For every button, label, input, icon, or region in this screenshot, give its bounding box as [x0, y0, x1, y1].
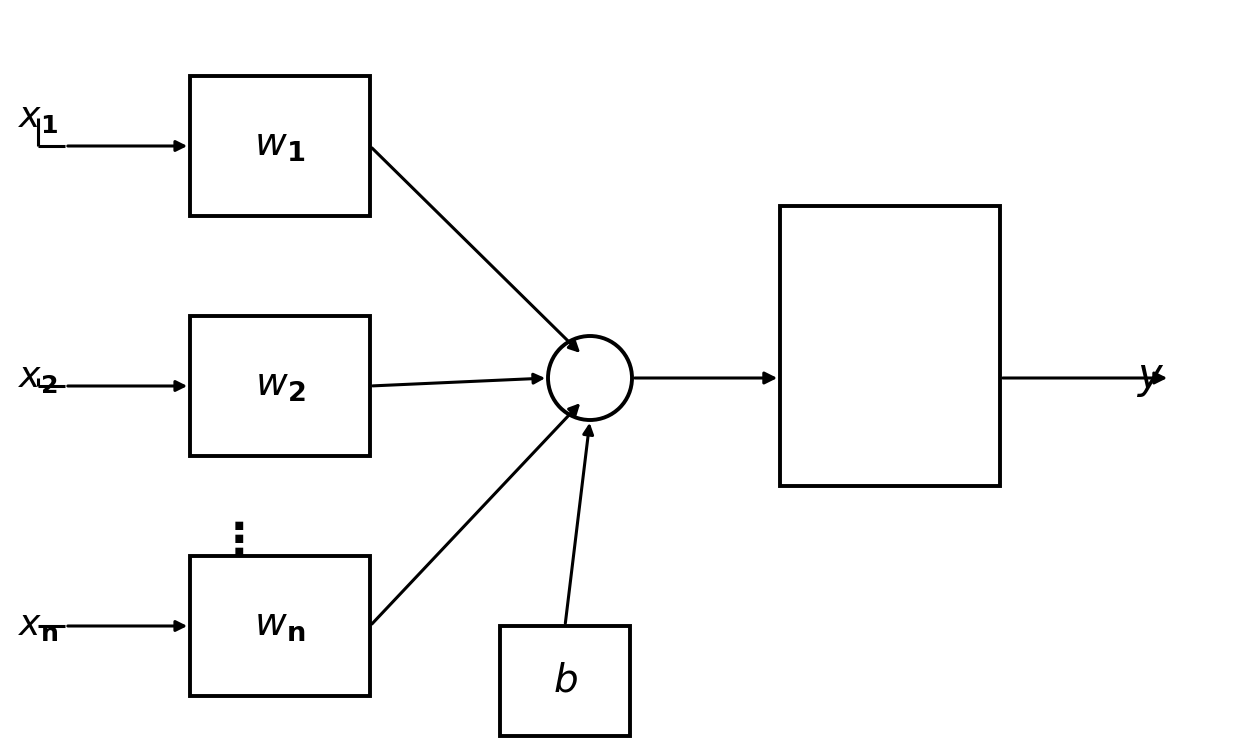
Text: $\mathbf{\vdots}$: $\mathbf{\vdots}$	[216, 519, 244, 562]
Text: $\mathbf{\mathit{x}}_\mathbf{2}$: $\mathbf{\mathit{x}}_\mathbf{2}$	[17, 361, 58, 395]
Circle shape	[548, 336, 632, 420]
Bar	[190, 76, 370, 216]
Text: $\mathbf{\mathit{x}}_\mathbf{n}$: $\mathbf{\mathit{x}}_\mathbf{n}$	[17, 609, 58, 643]
Bar	[190, 556, 370, 696]
Bar	[500, 626, 630, 736]
Text: $\mathbf{\mathit{w}}_\mathbf{2}$: $\mathbf{\mathit{w}}_\mathbf{2}$	[254, 367, 305, 404]
Text: $\mathbf{\mathit{x}}_\mathbf{1}$: $\mathbf{\mathit{x}}_\mathbf{1}$	[17, 101, 58, 135]
Text: $\mathbf{\mathit{y}}$: $\mathbf{\mathit{y}}$	[1136, 357, 1164, 399]
Text: $\mathbf{\mathit{w}}_\mathbf{1}$: $\mathbf{\mathit{w}}_\mathbf{1}$	[254, 128, 305, 165]
Text: $\mathbf{\mathit{b}}$: $\mathbf{\mathit{b}}$	[553, 662, 578, 699]
Bar	[780, 206, 999, 486]
Text: $\mathbf{\mathit{w}}_\mathbf{n}$: $\mathbf{\mathit{w}}_\mathbf{n}$	[254, 608, 306, 645]
Bar	[190, 316, 370, 456]
